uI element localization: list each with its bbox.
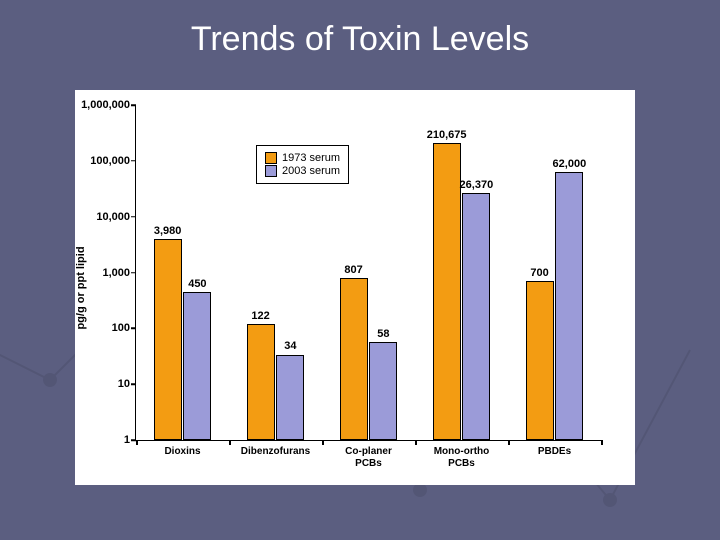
bar-value-label: 62,000 bbox=[553, 158, 587, 170]
bar-1973 bbox=[526, 281, 554, 440]
y-tick-mark bbox=[131, 383, 136, 385]
bar-value-label: 700 bbox=[530, 267, 548, 279]
bar-1973 bbox=[247, 324, 275, 440]
y-tick-label: 10,000 bbox=[96, 211, 130, 223]
bar-value-label: 807 bbox=[344, 264, 362, 276]
y-axis-label: pg/g or ppt lipid bbox=[75, 246, 87, 329]
bar-1973 bbox=[340, 278, 368, 440]
bar-value-label: 3,980 bbox=[154, 225, 182, 237]
x-category-label: Co-planer PCBs bbox=[345, 446, 392, 470]
plot-area: 1973 serum2003 serum 1101001,00010,00010… bbox=[135, 105, 601, 441]
slide-title: Trends of Toxin Levels bbox=[0, 20, 720, 59]
y-tick-mark bbox=[131, 216, 136, 218]
y-tick-mark bbox=[131, 272, 136, 274]
y-tick-label: 100 bbox=[112, 322, 130, 334]
legend-item: 2003 serum bbox=[265, 165, 340, 177]
bar-value-label: 210,675 bbox=[427, 129, 467, 141]
y-tick-label: 10 bbox=[118, 378, 130, 390]
legend-label: 2003 serum bbox=[282, 165, 340, 177]
bar-2003 bbox=[369, 342, 397, 440]
y-tick-mark bbox=[131, 328, 136, 330]
y-tick-label: 100,000 bbox=[90, 155, 130, 167]
bar-value-label: 26,370 bbox=[460, 179, 494, 191]
bar-2003 bbox=[183, 292, 211, 440]
legend-swatch bbox=[265, 165, 277, 177]
bar-value-label: 450 bbox=[188, 278, 206, 290]
bar-1973 bbox=[433, 143, 461, 440]
y-tick-label: 1 bbox=[124, 434, 130, 446]
y-tick-mark bbox=[131, 160, 136, 162]
bar-value-label: 34 bbox=[284, 340, 296, 352]
bar-2003 bbox=[276, 355, 304, 441]
x-category-label: Mono-ortho PCBs bbox=[434, 446, 490, 470]
chart-panel: pg/g or ppt lipid 1973 serum2003 serum 1… bbox=[75, 90, 635, 485]
legend-label: 1973 serum bbox=[282, 152, 340, 164]
x-category-label: PBDEs bbox=[538, 446, 571, 458]
y-tick-label: 1,000,000 bbox=[81, 99, 130, 111]
legend-item: 1973 serum bbox=[265, 152, 340, 164]
x-category-label: Dibenzofurans bbox=[241, 446, 310, 458]
y-tick-label: 1,000 bbox=[102, 267, 130, 279]
y-tick-mark bbox=[131, 104, 136, 106]
bar-2003 bbox=[555, 172, 583, 440]
legend-swatch bbox=[265, 152, 277, 164]
bar-1973 bbox=[154, 239, 182, 440]
legend: 1973 serum2003 serum bbox=[256, 145, 349, 184]
bar-value-label: 58 bbox=[377, 328, 389, 340]
x-category-label: Dioxins bbox=[164, 446, 200, 458]
bar-2003 bbox=[462, 193, 490, 440]
bar-value-label: 122 bbox=[251, 310, 269, 322]
